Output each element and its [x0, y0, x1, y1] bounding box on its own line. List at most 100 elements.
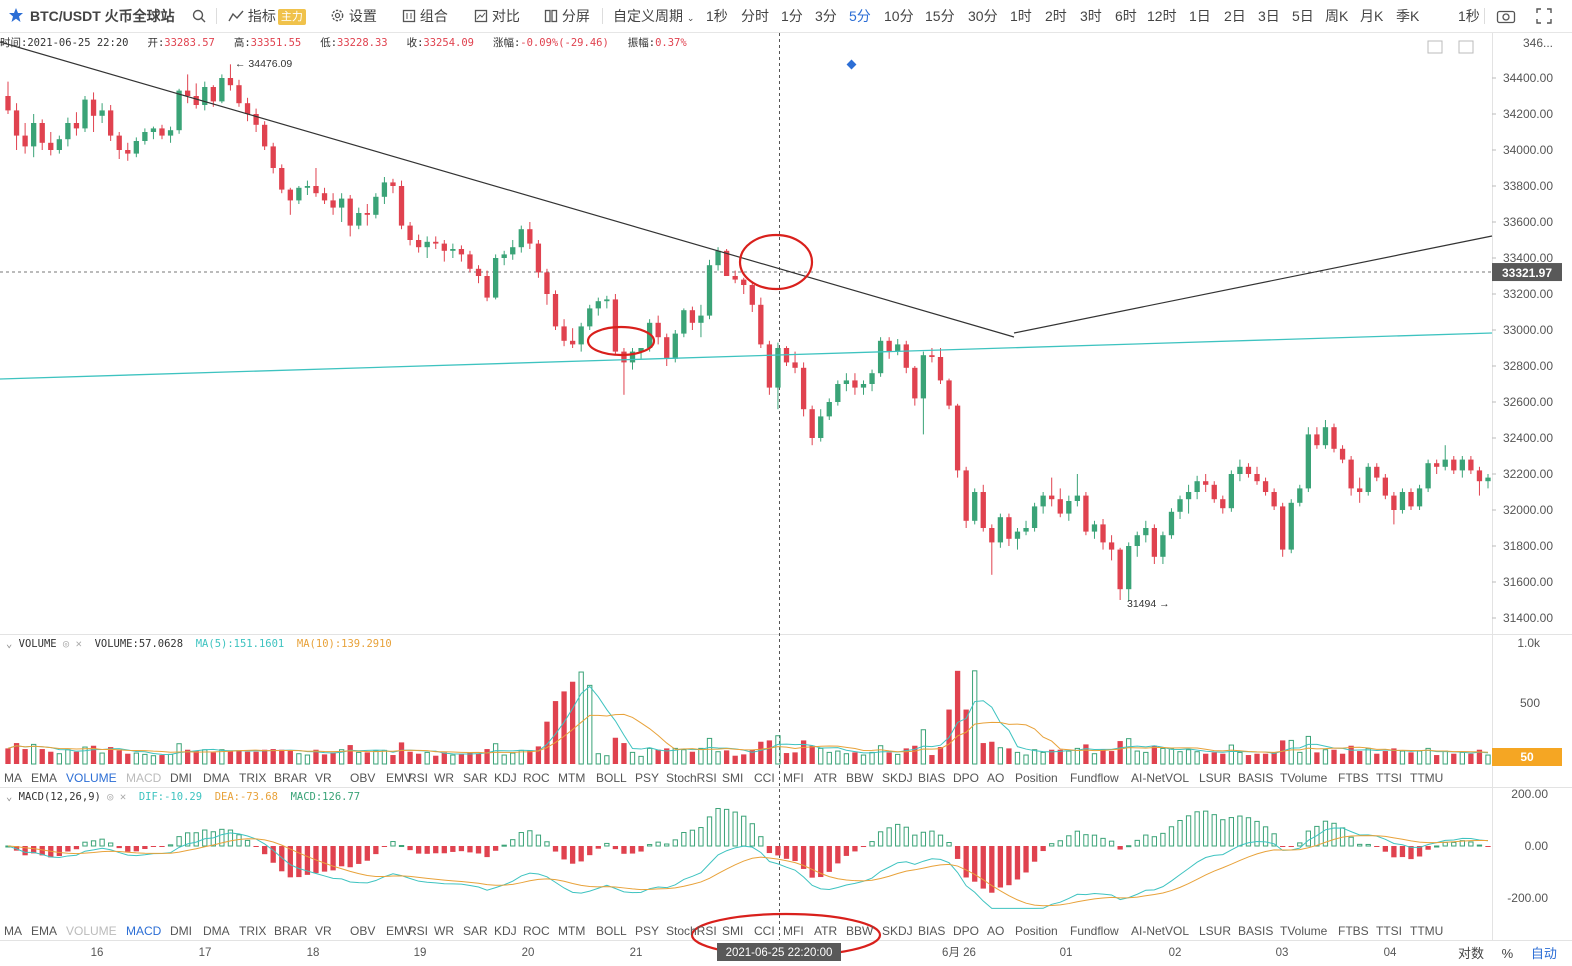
collapse-chevron-icon[interactable]: ⌄ [6, 638, 13, 650]
indicator-tab-brar[interactable]: BRAR [274, 924, 308, 938]
indicator-tab-sar[interactable]: SAR [463, 924, 488, 938]
indicator-tab-obv[interactable]: OBV [350, 771, 376, 785]
percent-scale-button[interactable]: % [1501, 946, 1514, 961]
indicator-tab-psy[interactable]: PSY [635, 771, 660, 785]
period-11[interactable]: 6时 [1115, 8, 1137, 24]
indicator-tab-kdj[interactable]: KDJ [494, 924, 517, 938]
indicator-tab-mtm[interactable]: MTM [558, 771, 586, 785]
indicator-tab-smi[interactable]: SMI [722, 924, 744, 938]
indicator-tab-volume[interactable]: VOLUME [66, 924, 117, 938]
combo-button[interactable]: 组合 [402, 0, 448, 32]
period-13[interactable]: 1日 [1189, 8, 1211, 24]
indicator-tab-ttsi[interactable]: TTSI [1376, 924, 1402, 938]
indicator-tab-ftbs[interactable]: FTBS [1338, 771, 1369, 785]
indicator-tab-tvolume[interactable]: TVolume [1280, 771, 1328, 785]
log-scale-button[interactable]: 对数 [1458, 946, 1485, 961]
indicator-tab-bias[interactable]: BIAS [918, 924, 946, 938]
indicator-tab-roc[interactable]: ROC [523, 924, 550, 938]
indicator-tab-atr[interactable]: ATR [814, 771, 838, 785]
fullscreen-icon[interactable] [1536, 0, 1552, 32]
period-14[interactable]: 2日 [1224, 8, 1246, 24]
period-19[interactable]: 季K [1396, 8, 1420, 24]
period-1[interactable]: 分时 [741, 8, 769, 24]
indicator-tab-macd[interactable]: MACD [126, 771, 162, 785]
period-8[interactable]: 1时 [1010, 8, 1032, 24]
indicator-tab-obv[interactable]: OBV [350, 924, 376, 938]
collapse-chevron-icon[interactable]: ⌄ [6, 791, 13, 803]
period-2[interactable]: 1分 [781, 8, 803, 24]
indicator-tab-ma[interactable]: MA [4, 771, 22, 785]
indicator-tab-smi[interactable]: SMI [722, 771, 744, 785]
period-16[interactable]: 5日 [1292, 8, 1314, 24]
indicator-tab-ttmu[interactable]: TTMU [1410, 924, 1444, 938]
indicator-tab-vr[interactable]: VR [315, 771, 332, 785]
indicator-tab-fundflow[interactable]: Fundflow [1070, 771, 1119, 785]
indicator-tab-ema[interactable]: EMA [31, 924, 58, 938]
split-screen-button[interactable]: 分屏 [544, 0, 590, 32]
indicator-tab-boll[interactable]: BOLL [596, 771, 627, 785]
indicator-tab-roc[interactable]: ROC [523, 771, 550, 785]
camera-icon[interactable] [1496, 0, 1516, 32]
period-18[interactable]: 月K [1360, 8, 1384, 24]
indicator-tab-ai-netvol[interactable]: AI-NetVOL [1131, 771, 1190, 785]
indicator-tab-ftbs[interactable]: FTBS [1338, 924, 1369, 938]
indicator-tab-mfi[interactable]: MFI [783, 924, 804, 938]
indicator-tab-position[interactable]: Position [1015, 924, 1058, 938]
symbol-name[interactable]: BTC/USDT 火币全球站 [30, 8, 175, 24]
indicator-tab-emv[interactable]: EMV [386, 924, 413, 938]
indicator-tab-ttmu[interactable]: TTMU [1410, 771, 1444, 785]
indicator-tab-ttsi[interactable]: TTSI [1376, 771, 1402, 785]
period-10[interactable]: 3时 [1080, 8, 1102, 24]
indicator-tab-stochrsi[interactable]: StochRSI [666, 924, 717, 938]
indicator-tab-dmi[interactable]: DMI [170, 924, 192, 938]
custom-period-dropdown[interactable]: 自定义周期 ⌄ [613, 8, 695, 24]
right-period[interactable]: 1秒 [1458, 8, 1480, 24]
period-5[interactable]: 10分 [884, 8, 914, 24]
indicator-tab-ma[interactable]: MA [4, 924, 22, 938]
period-6[interactable]: 15分 [925, 8, 955, 24]
auto-scale-button[interactable]: 自动 [1530, 946, 1557, 961]
indicator-tab-tvolume[interactable]: TVolume [1280, 924, 1328, 938]
indicator-tab-basis[interactable]: BASIS [1238, 771, 1274, 785]
indicator-tab-emv[interactable]: EMV [386, 771, 413, 785]
indicator-tab-skdj[interactable]: SKDJ [882, 924, 913, 938]
indicator-tab-bias[interactable]: BIAS [918, 771, 946, 785]
indicator-settings-icon[interactable]: ◎ [107, 791, 114, 803]
indicator-tab-boll[interactable]: BOLL [596, 924, 627, 938]
indicator-tab-ao[interactable]: AO [987, 924, 1005, 938]
indicator-tab-macd[interactable]: MACD [126, 924, 162, 938]
indicator-tab-atr[interactable]: ATR [814, 924, 838, 938]
indicator-tab-bbw[interactable]: BBW [846, 924, 874, 938]
indicator-tab-dpo[interactable]: DPO [953, 771, 980, 785]
indicator-tab-sar[interactable]: SAR [463, 771, 488, 785]
indicator-tab-psy[interactable]: PSY [635, 924, 660, 938]
indicator-tab-bbw[interactable]: BBW [846, 771, 874, 785]
period-9[interactable]: 2时 [1045, 8, 1067, 24]
indicator-tab-position[interactable]: Position [1015, 771, 1058, 785]
period-7[interactable]: 30分 [968, 8, 998, 24]
indicator-tab-lsur[interactable]: LSUR [1199, 771, 1232, 785]
period-17[interactable]: 周K [1325, 8, 1349, 24]
indicator-tab-cci[interactable]: CCI [754, 771, 775, 785]
indicator-tab-lsur[interactable]: LSUR [1199, 924, 1232, 938]
period-12[interactable]: 12时 [1147, 8, 1177, 24]
period-0[interactable]: 1秒 [706, 8, 728, 24]
indicator-tab-basis[interactable]: BASIS [1238, 924, 1274, 938]
indicator-tab-cci[interactable]: CCI [754, 924, 775, 938]
indicator-tab-ai-netvol[interactable]: AI-NetVOL [1131, 924, 1190, 938]
indicator-tab-dma[interactable]: DMA [203, 924, 230, 938]
indicator-tab-skdj[interactable]: SKDJ [882, 771, 913, 785]
indicator-tab-ema[interactable]: EMA [31, 771, 58, 785]
period-15[interactable]: 3日 [1258, 8, 1280, 24]
indicator-button[interactable]: 指标 主力 [228, 0, 306, 32]
period-4[interactable]: 5分 [849, 8, 871, 24]
indicator-tab-kdj[interactable]: KDJ [494, 771, 517, 785]
indicator-tab-vr[interactable]: VR [315, 924, 332, 938]
indicator-tab-mtm[interactable]: MTM [558, 924, 586, 938]
indicator-tab-ao[interactable]: AO [987, 771, 1005, 785]
settings-button[interactable]: 设置 [330, 0, 377, 32]
indicator-tab-rsi[interactable]: RSI [408, 771, 429, 785]
indicator-tab-wr[interactable]: WR [434, 924, 454, 938]
indicator-tab-volume[interactable]: VOLUME [66, 771, 117, 785]
